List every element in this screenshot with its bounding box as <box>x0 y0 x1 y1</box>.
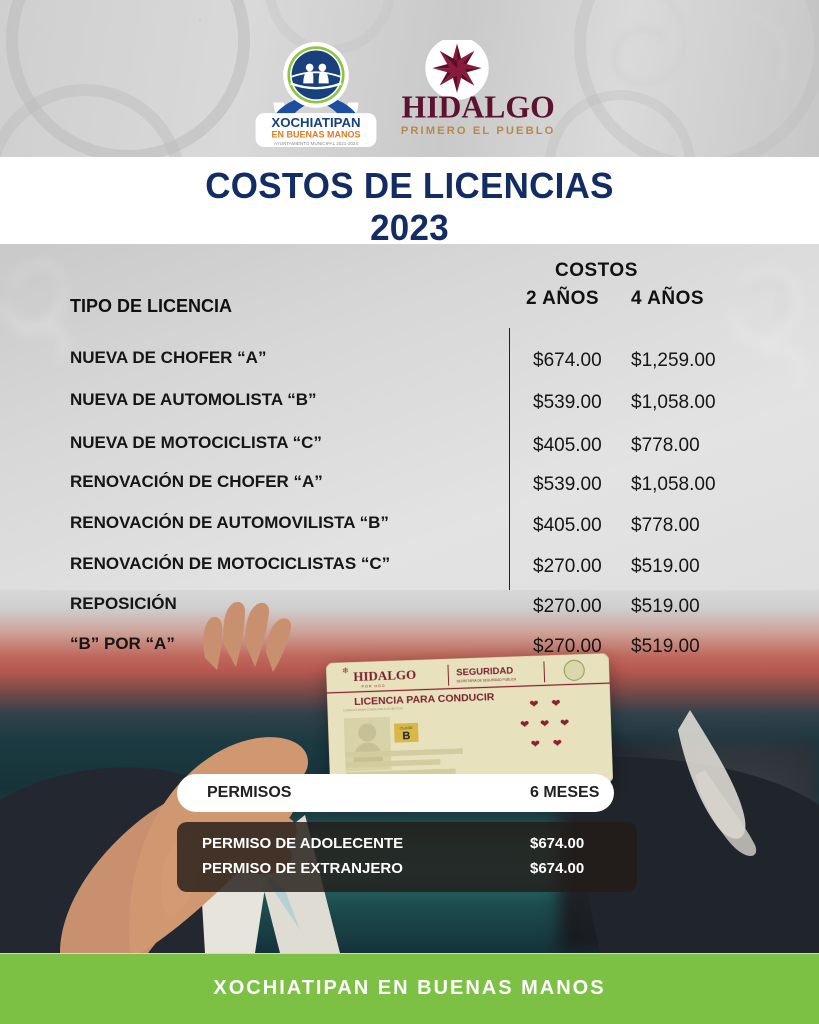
svg-text:HIDALGO: HIDALGO <box>353 667 416 684</box>
svg-text:❄: ❄ <box>342 666 349 675</box>
svg-text:PRIMERO EL PUEBLO: PRIMERO EL PUEBLO <box>401 125 556 137</box>
svg-text:❤: ❤ <box>560 718 570 730</box>
svg-text:❤: ❤ <box>531 739 541 751</box>
svg-text:❤: ❤ <box>529 699 539 711</box>
svg-text:SEGURIDAD: SEGURIDAD <box>456 665 513 678</box>
svg-text:❤: ❤ <box>551 698 561 710</box>
svg-text:POR HGO: POR HGO <box>362 684 386 689</box>
svg-text:❤: ❤ <box>553 738 563 750</box>
svg-text:EN BUENAS MANOS: EN BUENAS MANOS <box>271 129 360 139</box>
svg-text:XOCHIATIPAN: XOCHIATIPAN <box>271 115 360 130</box>
svg-text:HIDALGO: HIDALGO <box>402 89 555 124</box>
svg-text:❤: ❤ <box>520 719 530 731</box>
svg-text:B: B <box>402 730 410 742</box>
svg-text:❤: ❤ <box>540 718 550 730</box>
svg-text:AYUNTAMIENTO MUNICIPAL 2021-20: AYUNTAMIENTO MUNICIPAL 2021-2024 <box>274 141 358 146</box>
